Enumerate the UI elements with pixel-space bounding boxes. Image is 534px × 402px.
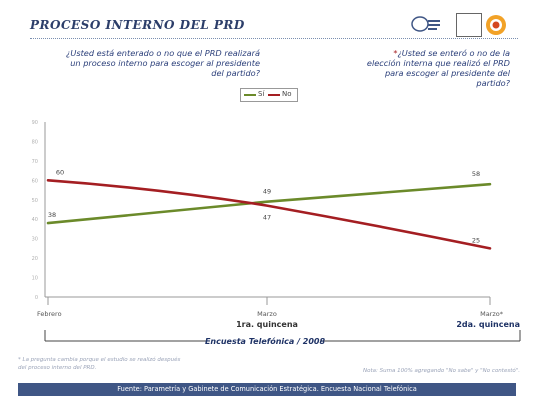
x-sublabel: 1ra. quincena [236,320,298,329]
x-tick-label: Marzo* [480,310,504,318]
y-tick-label: 70 [32,159,38,165]
footnote: * La pregunta cambia porque el estudio s… [18,357,181,371]
question-right-marker: * [393,48,398,58]
data-label-no: 47 [263,214,271,222]
y-tick-label: 10 [32,276,38,282]
data-label-si: 38 [48,211,56,219]
question-left: ¿Usted está enterado o no que el PRD rea… [65,48,260,78]
parametria-logo [411,16,440,32]
legend-swatch-no [268,94,280,96]
y-tick-label: 80 [32,139,38,145]
sum-note: Nota: Suma 100% agregando "No sabe" y "N… [363,368,520,374]
source-bar: Fuente: Parametría y Gabinete de Comunic… [18,383,516,396]
y-tick-label: 0 [35,295,38,301]
y-tick-label: 30 [32,237,38,243]
series-line-si [46,182,492,225]
question-right-text: ¿Usted se enteró o no de la elección int… [366,48,510,88]
survey-banner: Encuesta Telefónica / 2008 [205,336,326,346]
gabinete-logo [456,13,482,37]
title-divider [30,38,518,39]
y-tick-label: 40 [32,217,38,223]
legend-swatch-si [244,94,256,96]
series-line-no [46,179,492,250]
data-label-no: 25 [472,236,480,244]
x-tick-label: Marzo [257,310,277,318]
y-tick-label: 90 [32,120,38,126]
y-tick-label: 60 [32,178,38,184]
data-label-si: 49 [263,188,271,196]
legend-label-si: Sí [258,90,265,98]
legend-label-no: No [282,90,292,98]
y-tick-label: 20 [32,256,38,262]
data-label-no: 60 [56,168,64,176]
page-title: PROCESO INTERNO DEL PRD [30,18,245,32]
y-tick-label: 50 [32,198,38,204]
chart-legend: Sí No [240,88,298,102]
sun-logo [486,15,506,35]
question-right: *¿Usted se enteró o no de la elección in… [360,48,510,88]
x-tick-label: Febrero [37,310,62,318]
x-sublabel: 2da. quincena [456,320,520,329]
data-label-si: 58 [472,170,480,178]
